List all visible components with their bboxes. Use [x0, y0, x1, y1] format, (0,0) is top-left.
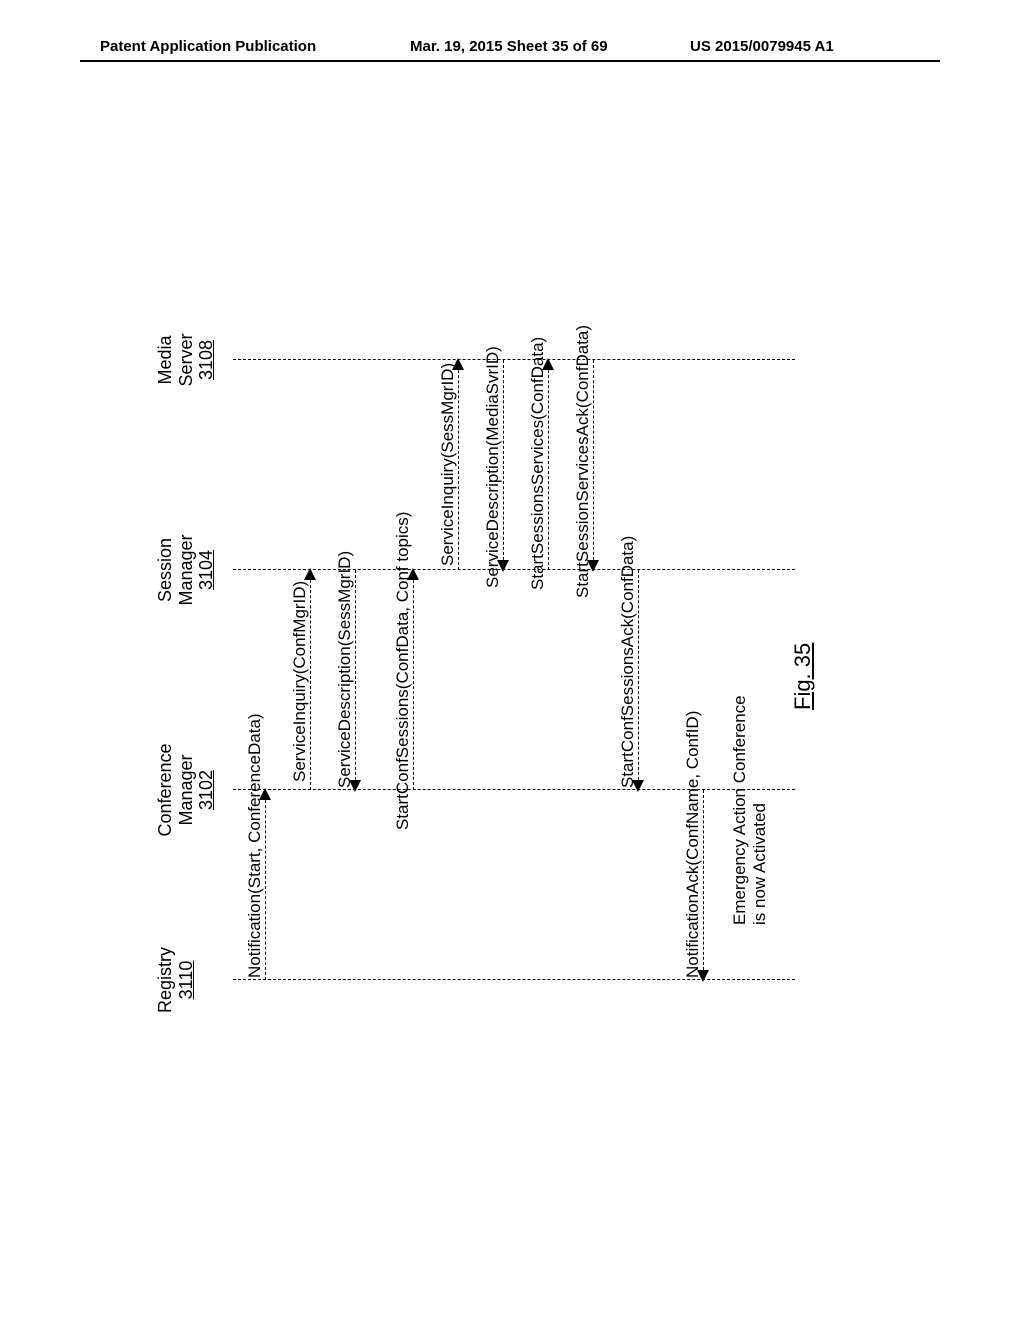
message-9: NotificationAck(ConfName, ConfID): [693, 790, 713, 980]
message-8: StartConfSessionsAck(ConfData): [628, 570, 648, 790]
header-mid: Mar. 19, 2015 Sheet 35 of 69: [410, 38, 608, 55]
message-label: Notification(Start, ConferenceData): [245, 713, 265, 978]
message-label: StartSessionServicesAck(ConfData): [573, 325, 593, 598]
header-right: US 2015/0079945 A1: [690, 38, 834, 55]
message-label: ServiceInquiry(ConfMgrID): [290, 581, 310, 782]
header-left: Patent Application Publication: [100, 38, 316, 55]
message-2: ServiceDescription(SessMgrID): [345, 570, 365, 790]
lifeline-head-confmgr: ConferenceManager3102: [155, 730, 217, 850]
lifeline-head-registry: Registry3110: [155, 920, 196, 1040]
arrow-icon: [304, 568, 316, 580]
lifeline-mediasvr: [233, 359, 795, 360]
message-label: ServiceInquiry(SessMgrID): [438, 363, 458, 566]
lifeline-head-mediasvr: MediaServer3108: [155, 300, 217, 420]
message-label: StartConfSessions(ConfData, Conf topics): [393, 512, 413, 830]
message-label: NotificationAck(ConfName, ConfID): [683, 711, 703, 978]
header-rule: [80, 60, 940, 62]
message-label: ServiceDescription(SessMgrID): [335, 551, 355, 788]
message-5: ServiceDescription(MediaSvrID): [493, 360, 513, 570]
figure-caption: Fig. 35: [790, 643, 816, 710]
message-7: StartSessionServicesAck(ConfData): [583, 360, 603, 570]
sequence-diagram: Registry3110 ConferenceManager3102 Session…: [155, 320, 875, 1040]
message-6: StartSessionsServices(ConfData): [538, 360, 558, 570]
message-0: Notification(Start, ConferenceData): [255, 790, 275, 980]
message-1: ServiceInquiry(ConfMgrID): [300, 570, 320, 790]
message-label: StartSessionsServices(ConfData): [528, 337, 548, 590]
lifeline-head-sessmgr: SessionManager3104: [155, 510, 217, 630]
activation-note: Emergency Action Conferenceis now Activa…: [730, 695, 771, 925]
message-3: StartConfSessions(ConfData, Conf topics): [403, 570, 423, 790]
message-label: ServiceDescription(MediaSvrID): [483, 346, 503, 588]
message-label: StartConfSessionsAck(ConfData): [618, 536, 638, 788]
message-4: ServiceInquiry(SessMgrID): [448, 360, 468, 570]
